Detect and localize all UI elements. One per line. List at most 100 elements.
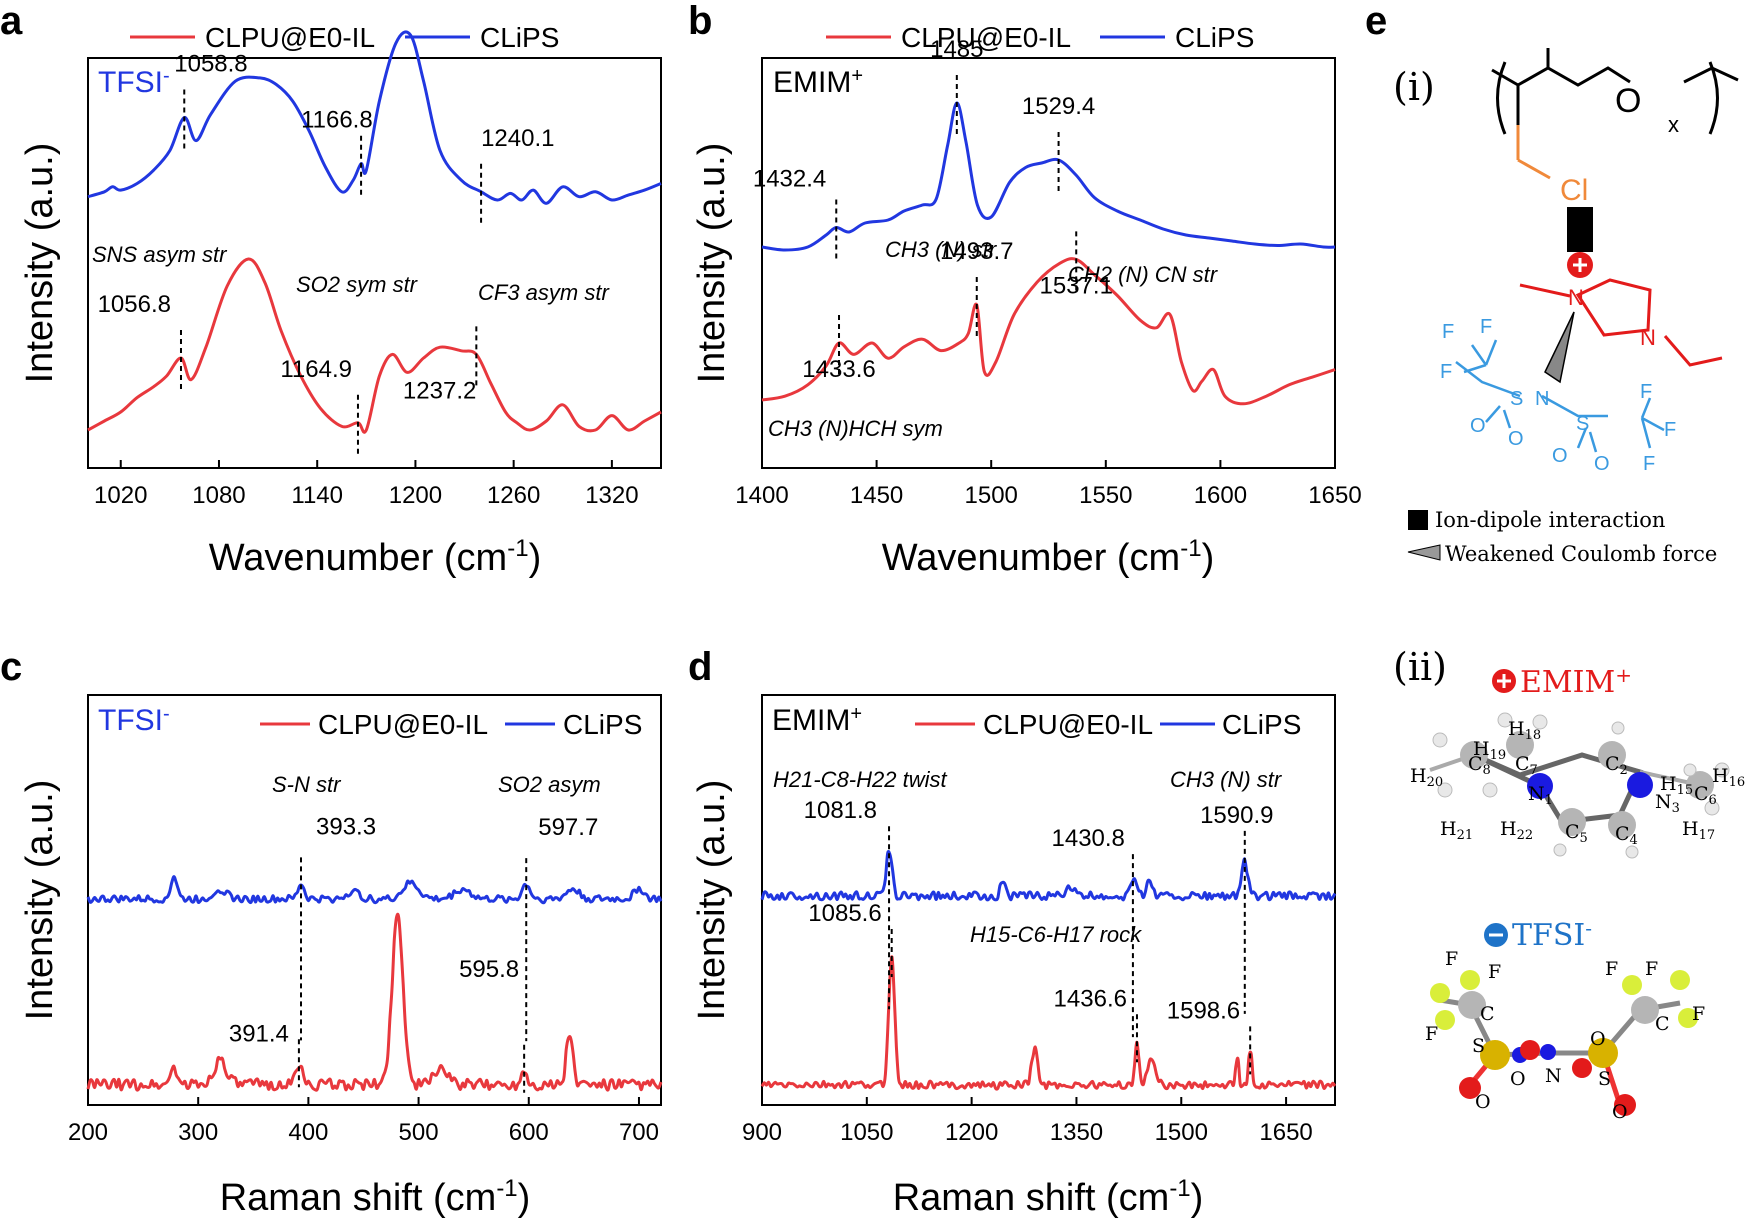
emim-atom-labels: H18 H19 H20 H21 H22 H15 H16 H17 C7 C8 C2… [1410, 718, 1745, 848]
atom-n [1540, 1044, 1556, 1060]
panel-a-plot: 1058.8 1166.8 1240.1 1056.8 1164.9 1237.2 [87, 30, 662, 455]
svg-text:F: F [1640, 381, 1652, 403]
panel-e-sub-ii: (ii) [1393, 645, 1447, 689]
x-tick-label: 500 [399, 1119, 439, 1146]
atom-s [1588, 1038, 1618, 1068]
svg-text:F: F [1488, 961, 1501, 983]
panel-a-xlabel: Wavenumber (cm-1) [209, 535, 541, 579]
panel-d: d EMIM+ CLPU@E0-IL CLiPS 1081.8 1430.8 159… [688, 645, 1337, 1219]
band-label-d1: H21-C8-H22 twist [773, 767, 947, 792]
panel-c-frame [87, 694, 662, 1106]
peak-label: 1432.4 [753, 166, 826, 193]
peak-label: 1590.9 [1200, 802, 1273, 829]
polymer-structure [1491, 48, 1739, 180]
svg-text:O: O [1612, 1101, 1628, 1123]
panel-c: c TFSI- CLPU@E0-IL CLiPS 393.3 597.7 391.4… [0, 645, 663, 1219]
series-line-clips [760, 849, 1337, 902]
peak-label: 1058.8 [174, 51, 247, 78]
atom-f [1435, 1010, 1455, 1030]
svg-text:H19: H19 [1473, 738, 1506, 763]
x-tick-label: 300 [178, 1119, 218, 1146]
panel-e-sub-i: (i) [1393, 65, 1435, 109]
plus-icon [1573, 258, 1587, 272]
band-label-b1: CH3 (N) str [885, 237, 998, 262]
atom-c8 [1460, 741, 1488, 769]
band-label-d3: H15-C6-H17 rock [970, 922, 1142, 947]
peak-label: 1056.8 [98, 291, 171, 318]
peak-label: 1485 [930, 36, 983, 63]
panel-a-legend: CLPU@E0-IL CLiPS [130, 22, 559, 53]
atom-f [1460, 970, 1480, 990]
panel-e: e (i) O x Cl N N [1365, 0, 1745, 1123]
peak-label: 1081.8 [804, 797, 877, 824]
panel-d-xlabel: Raman shift (cm-1) [893, 1175, 1204, 1219]
legend-il-label: CLPU@E0-IL [205, 22, 375, 53]
band-label-b3: CH3 (N)HCH sym [768, 416, 943, 441]
legend-coulomb-swatch [1407, 544, 1441, 561]
series-line-clpu-e0-il [760, 955, 1337, 1091]
atom-n3 [1627, 772, 1653, 798]
atom-c5 [1558, 808, 1586, 836]
panel-b-ylabel: Intensity (a.u.) [691, 143, 733, 384]
svg-text:S: S [1598, 1068, 1611, 1090]
series-line-clpu-e0-il [761, 257, 1336, 406]
svg-text:H18: H18 [1508, 718, 1541, 743]
x-tick-label: 1320 [585, 482, 638, 509]
x-tick-label: 1550 [1079, 482, 1132, 509]
legend-il-label: CLPU@E0-IL [318, 709, 488, 740]
x-tick-label: 1200 [945, 1119, 998, 1146]
peak-label: 1436.6 [1054, 985, 1127, 1012]
svg-text:H17: H17 [1682, 818, 1715, 843]
x-tick-label: 1020 [94, 482, 147, 509]
panel-a-xticks: 1020 1080 1140 1200 1260 1320 [94, 460, 639, 509]
panel-d-label: d [688, 645, 712, 689]
peak-label: 1433.6 [802, 356, 875, 383]
panel-b-species: EMIM+ [773, 65, 863, 99]
svg-text:C7: C7 [1515, 753, 1538, 778]
peak-label: 1164.9 [280, 356, 352, 383]
panel-b-legend: CLPU@E0-IL CLiPS [826, 22, 1254, 53]
x-tick-label: 1200 [389, 482, 442, 509]
svg-text:C5: C5 [1565, 821, 1588, 846]
legend-clips-label: CLiPS [1222, 709, 1301, 740]
plus-icon [1497, 674, 1511, 688]
svg-text:S: S [1472, 1035, 1485, 1057]
legend-clips-label: CLiPS [1175, 22, 1254, 53]
band-label-b2: CH2 (N) CN str [1068, 262, 1219, 287]
panel-a-ylabel: Intensity (a.u.) [19, 143, 61, 384]
x-tick-label: 900 [742, 1119, 782, 1146]
series-line-clpu-e0-il [86, 912, 663, 1092]
svg-text:F: F [1605, 958, 1618, 980]
band-label-d2: CH3 (N) str [1170, 767, 1283, 792]
atom-f [1622, 975, 1642, 995]
legend-ion-dipole-swatch [1408, 510, 1428, 530]
tfsi-3d-model [1430, 970, 1698, 1116]
svg-text:H15: H15 [1660, 773, 1693, 798]
series-line-clips [86, 875, 663, 905]
peak-label: 595.8 [459, 956, 519, 983]
atom-o [1614, 1094, 1636, 1116]
legend-il-label: CLPU@E0-IL [901, 22, 1071, 53]
panel-d-ylabel: Intensity (a.u.) [691, 780, 733, 1021]
svg-text:H16: H16 [1712, 765, 1745, 790]
svg-text:O: O [1508, 428, 1524, 450]
atom-o [1520, 1040, 1540, 1060]
svg-text:F: F [1645, 958, 1658, 980]
panel-b-xticks: 1400 1450 1500 1550 1600 1650 [735, 460, 1362, 509]
atom-f [1678, 1008, 1698, 1028]
tfsi-title: TFSI- [1512, 916, 1592, 953]
svg-text:N3: N3 [1655, 791, 1680, 816]
emim-n3: N [1640, 325, 1656, 350]
emim-structure [1519, 278, 1723, 367]
svg-text:N1: N1 [1528, 783, 1553, 808]
panel-b-frame [761, 57, 1336, 469]
svg-text:F: F [1692, 1003, 1705, 1025]
atom-c6 [1686, 771, 1714, 799]
peak-label: 1529.4 [1022, 93, 1095, 120]
band-label-a2: SO2 sym str [296, 272, 419, 297]
svg-text:C: C [1480, 1003, 1495, 1025]
x-tick-label: 1650 [1308, 482, 1361, 509]
polymer-oxygen: O [1615, 82, 1641, 120]
peak-label: 393.3 [316, 813, 376, 840]
atom-n1 [1527, 773, 1553, 799]
